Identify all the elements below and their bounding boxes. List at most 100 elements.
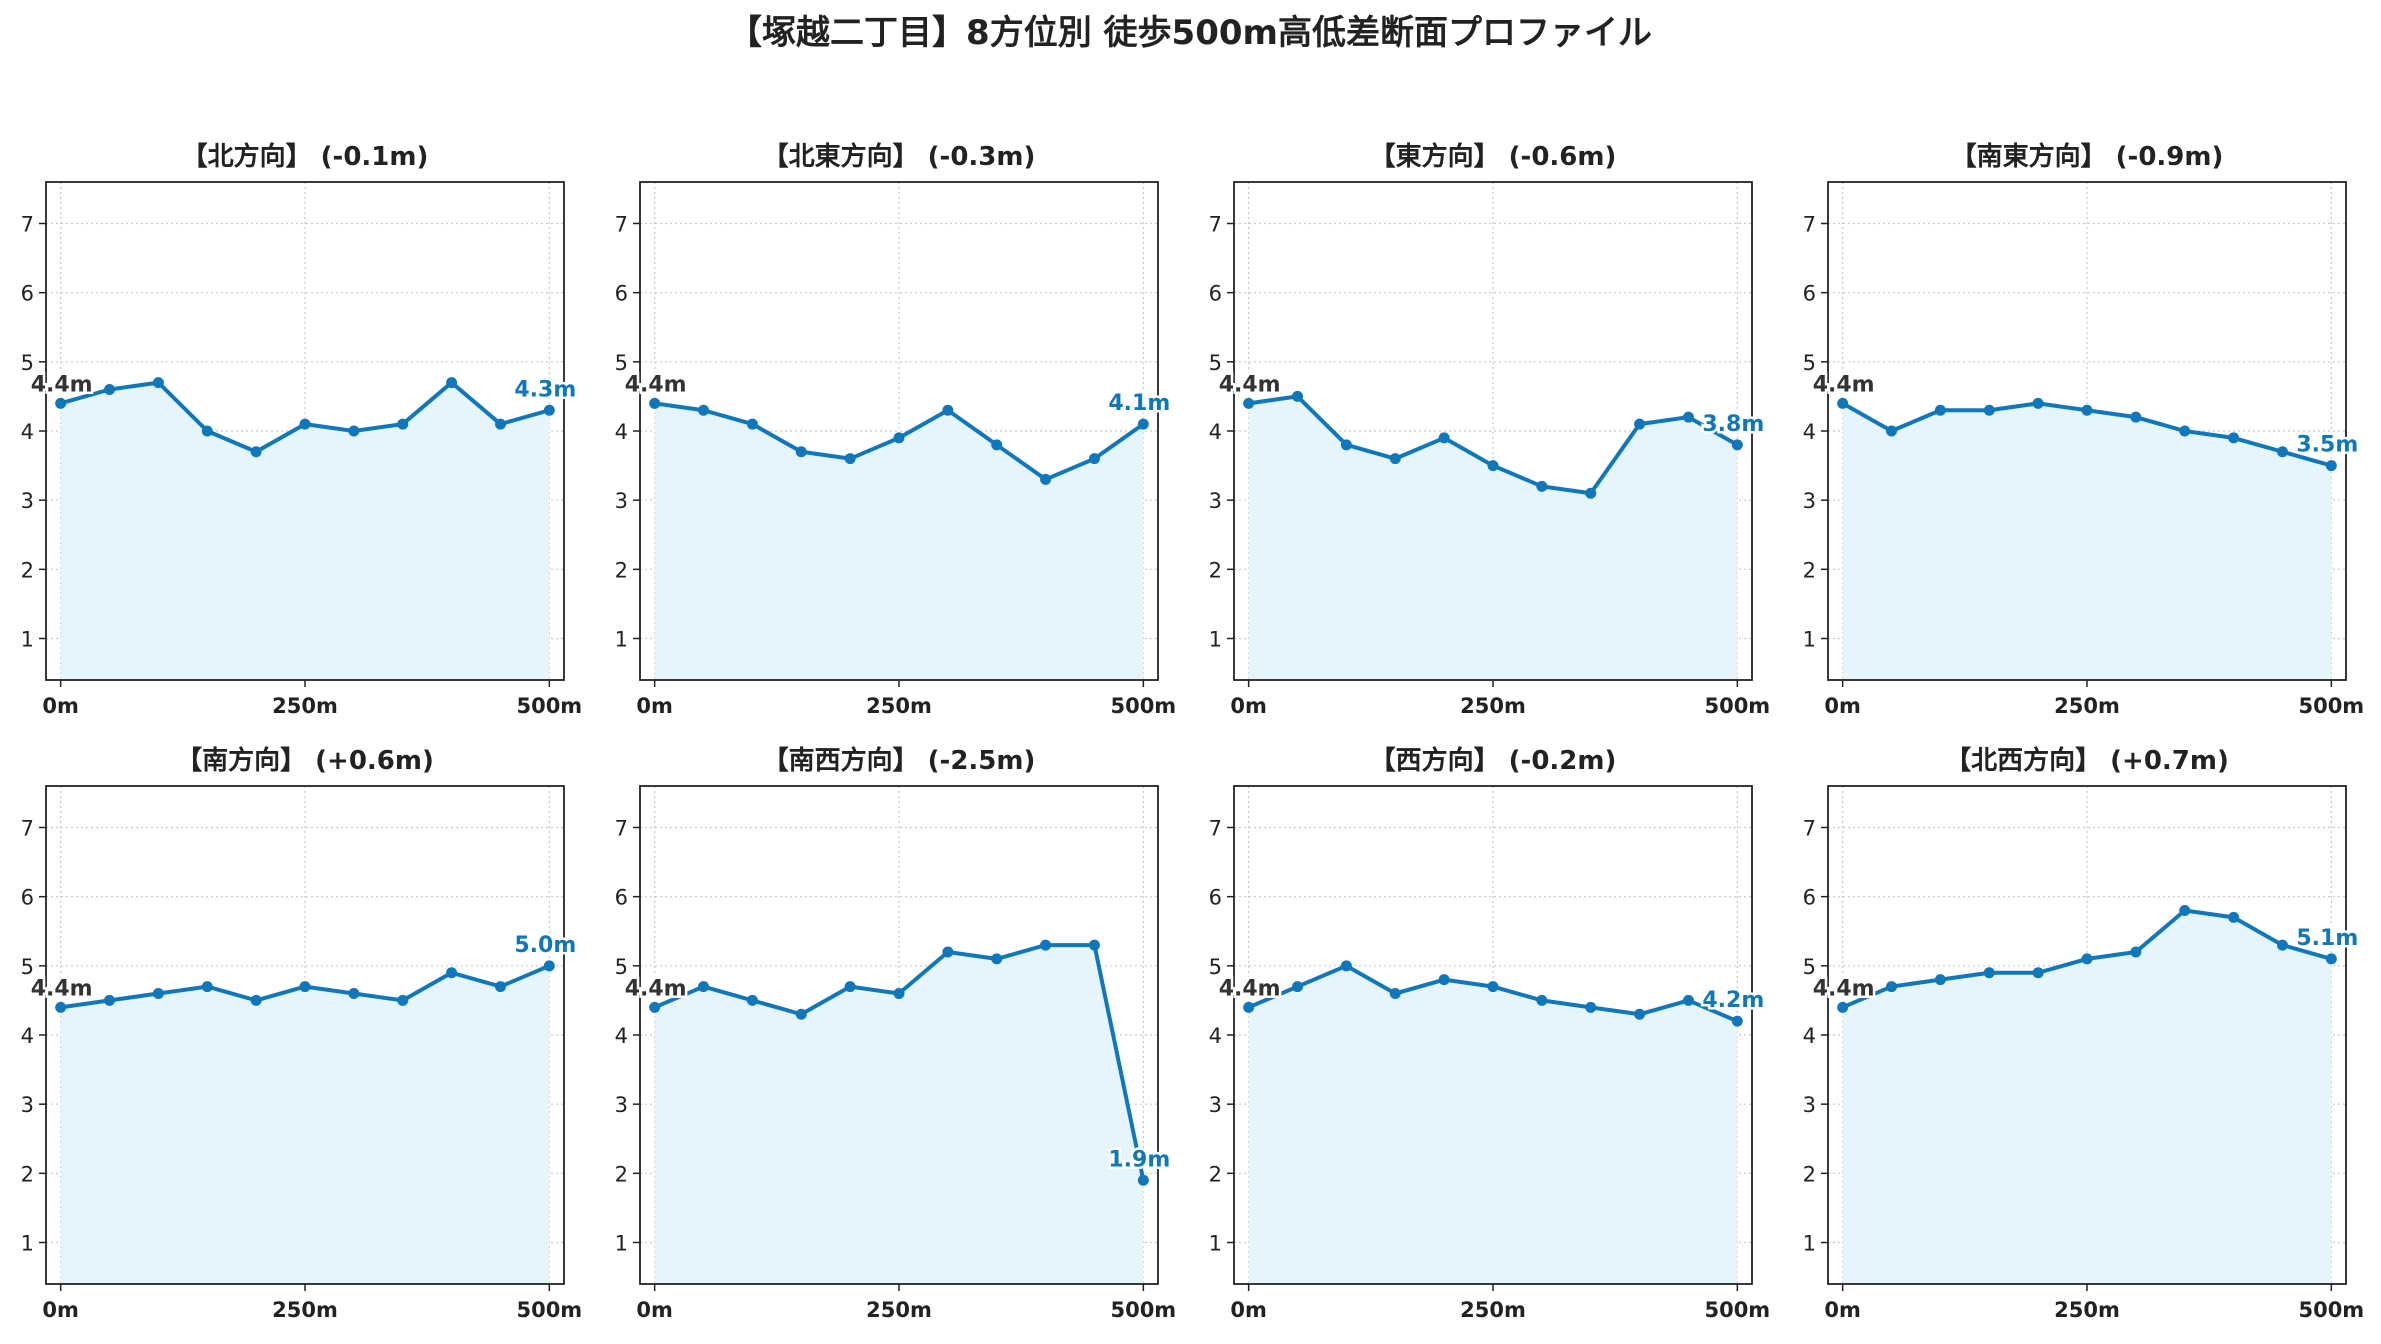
data-point <box>893 432 905 444</box>
data-point <box>299 981 311 993</box>
data-point <box>649 1001 661 1013</box>
y-tick-label: 6 <box>615 282 628 306</box>
data-point <box>250 446 262 458</box>
start-elevation-label: 4.4m <box>625 372 687 397</box>
subplot-4: 【南東方向】 (-0.9m) 1 2 3 4 5 6 7 0m 250m 500m 4.4m 3.5m <box>1803 141 2365 718</box>
data-point <box>1389 988 1401 999</box>
area-fill <box>60 965 550 1284</box>
y-tick-label: 2 <box>1803 1162 1816 1186</box>
data-point <box>1837 397 1849 409</box>
subplot-6: 【南西方向】 (-2.5m) 1 2 3 4 5 6 7 0m 250m 500m 4.4m 1.9m <box>615 745 1177 1322</box>
data-point <box>1837 1001 1849 1013</box>
y-tick-label: 5 <box>615 351 628 375</box>
y-tick-label: 4 <box>21 420 34 444</box>
x-tick-label: 500m <box>1110 1298 1176 1322</box>
subplot-title: 【南方向】 (+0.6m) <box>176 745 434 776</box>
x-tick-label: 500m <box>2298 1298 2364 1322</box>
x-tick-label: 250m <box>1460 694 1526 718</box>
y-tick-label: 6 <box>615 886 628 910</box>
y-tick-label: 3 <box>615 489 628 513</box>
subplot-7: 【西方向】 (-0.2m) 1 2 3 4 5 6 7 0m 250m 500m 4.4m 4.2m <box>1209 745 1771 1322</box>
start-elevation-label: 4.4m <box>31 372 93 397</box>
data-point <box>942 404 954 416</box>
y-tick-label: 3 <box>21 489 34 513</box>
data-point <box>104 994 116 1006</box>
x-tick-label: 500m <box>1110 694 1176 718</box>
y-tick-label: 5 <box>1209 955 1222 979</box>
x-tick-label: 0m <box>1824 694 1861 718</box>
figure-title: 【塚越二丁目】8方位別 徒歩500m高低差断面プロファイル <box>728 13 1652 53</box>
x-tick-label: 0m <box>1230 1298 1267 1322</box>
data-point <box>1340 960 1352 972</box>
x-tick-label: 250m <box>866 1298 932 1322</box>
data-point <box>2325 460 2337 472</box>
data-point <box>2179 425 2191 437</box>
x-tick-label: 0m <box>636 694 673 718</box>
start-elevation-label: 4.4m <box>1813 976 1875 1001</box>
x-tick-label: 0m <box>636 1298 673 1322</box>
data-point <box>397 418 409 430</box>
data-point <box>1983 404 1995 416</box>
y-tick-label: 3 <box>1209 489 1222 513</box>
data-point <box>494 418 506 430</box>
y-tick-label: 4 <box>21 1024 34 1048</box>
y-tick-label: 6 <box>1803 282 1816 306</box>
data-point <box>1682 411 1694 423</box>
data-point <box>698 981 710 993</box>
data-point <box>746 418 758 430</box>
data-point <box>348 425 360 437</box>
y-tick-label: 1 <box>615 628 628 652</box>
subplot-2: 【北東方向】 (-0.3m) 1 2 3 4 5 6 7 0m 250m 500m 4.4m 4.1m <box>615 141 1177 718</box>
y-tick-label: 7 <box>21 817 34 841</box>
data-point <box>942 946 954 958</box>
y-tick-label: 5 <box>615 955 628 979</box>
x-tick-label: 500m <box>516 694 582 718</box>
data-point <box>2032 397 2044 409</box>
data-point <box>55 1001 67 1013</box>
data-point <box>201 981 213 993</box>
data-point <box>1487 981 1499 993</box>
y-tick-label: 7 <box>1209 817 1222 841</box>
end-elevation-label: 3.5m <box>2296 433 2358 458</box>
data-point <box>1934 974 1946 986</box>
y-tick-label: 1 <box>21 1232 34 1256</box>
data-point <box>2130 946 2142 958</box>
subplot-title: 【南西方向】 (-2.5m) <box>763 745 1036 776</box>
data-point <box>795 446 807 458</box>
data-point <box>1585 487 1597 499</box>
y-tick-label: 6 <box>1803 886 1816 910</box>
data-point <box>1438 974 1450 986</box>
y-tick-label: 3 <box>1803 489 1816 513</box>
y-tick-label: 3 <box>21 1093 34 1117</box>
data-point <box>2276 446 2288 458</box>
data-point <box>698 404 710 416</box>
data-point <box>1634 1008 1646 1020</box>
y-tick-label: 2 <box>1803 558 1816 582</box>
x-tick-label: 250m <box>2054 1298 2120 1322</box>
subplot-title: 【東方向】 (-0.6m) <box>1370 141 1617 172</box>
y-tick-label: 1 <box>1209 1232 1222 1256</box>
data-point <box>2276 939 2288 951</box>
area-fill <box>1248 965 1738 1284</box>
subplot-5: 【南方向】 (+0.6m) 1 2 3 4 5 6 7 0m 250m 500m 4.4m 5.0m <box>21 745 583 1322</box>
end-elevation-label: 4.3m <box>514 377 576 402</box>
y-tick-label: 2 <box>615 558 628 582</box>
y-tick-label: 5 <box>1803 351 1816 375</box>
start-elevation-label: 4.4m <box>31 976 93 1001</box>
y-tick-label: 2 <box>21 558 34 582</box>
data-point <box>1292 390 1304 402</box>
y-tick-label: 4 <box>1803 1024 1816 1048</box>
data-point <box>1088 939 1100 951</box>
y-tick-label: 7 <box>1803 213 1816 237</box>
y-tick-label: 3 <box>1803 1093 1816 1117</box>
data-point <box>446 967 458 979</box>
area-fill <box>1842 910 2332 1284</box>
data-point <box>1886 981 1898 993</box>
x-tick-label: 500m <box>1704 694 1770 718</box>
data-point <box>1389 453 1401 465</box>
data-point <box>2130 411 2142 423</box>
data-point <box>1292 981 1304 993</box>
subplot-title: 【西方向】 (-0.2m) <box>1370 745 1617 776</box>
subplot-title: 【北東方向】 (-0.3m) <box>763 141 1036 172</box>
